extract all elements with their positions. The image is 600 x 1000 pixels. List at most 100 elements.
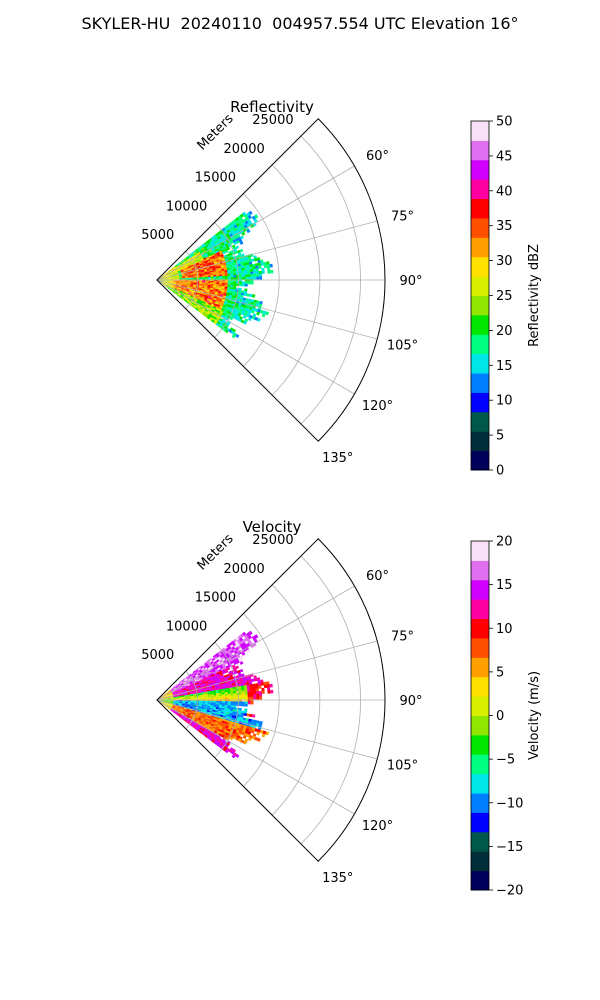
- radar-gate: [176, 281, 180, 283]
- radar-gate: [240, 319, 245, 324]
- radar-gate: [182, 697, 186, 699]
- radar-gate: [184, 276, 188, 278]
- radar-gate: [210, 715, 215, 719]
- radar-gate: [252, 642, 257, 647]
- radar-gate: [185, 679, 189, 683]
- radar-gate: [207, 246, 211, 251]
- radar-gate: [242, 735, 247, 739]
- radar-gate: [221, 284, 225, 287]
- radar-gate: [196, 256, 200, 260]
- radar-gate: [219, 737, 223, 742]
- radar-gate: [169, 284, 173, 287]
- radar-gate: [222, 281, 226, 284]
- radar-gate: [225, 312, 230, 316]
- radar-gate: [226, 649, 231, 654]
- radar-gate: [173, 282, 177, 284]
- radar-gate: [213, 705, 217, 708]
- radar-gate: [197, 304, 201, 308]
- radar-gate: [219, 742, 223, 747]
- radar-gate: [236, 277, 240, 280]
- radar-gate: [223, 266, 227, 270]
- radar-gate: [176, 703, 180, 706]
- radar-gate: [189, 709, 193, 712]
- radar-gate: [239, 248, 244, 253]
- radar-gate: [223, 649, 227, 654]
- radar-gate: [254, 683, 259, 687]
- grid-spoke: [156, 699, 378, 760]
- radar-gate: [212, 663, 216, 668]
- colorbar-segment: [471, 392, 489, 413]
- radar-gate: [213, 730, 218, 734]
- radar-gate: [173, 267, 177, 270]
- radar-gate: [216, 272, 220, 276]
- radar-gate: [172, 273, 176, 276]
- radar-gate: [189, 681, 193, 685]
- colorbar-segment: [471, 353, 489, 374]
- radar-gate: [208, 722, 212, 726]
- radar-gate: [182, 698, 186, 700]
- radar-gate: [184, 258, 188, 261]
- radar-gate: [221, 324, 226, 329]
- radar-gate: [170, 276, 174, 278]
- radar-gate: [214, 248, 219, 252]
- radar-gate: [247, 694, 251, 698]
- radar-gate: [244, 687, 248, 691]
- colorbar-tick-label: 45: [496, 149, 513, 164]
- radar-gate: [240, 739, 245, 744]
- radar-gate: [178, 293, 182, 296]
- radar-gate: [251, 294, 256, 298]
- radar-gate: [218, 652, 223, 657]
- radar-gate: [205, 255, 209, 258]
- radar-gate: [196, 293, 200, 297]
- radar-gate: [179, 698, 183, 700]
- radar-gate: [203, 310, 208, 314]
- radar-gate: [208, 721, 213, 724]
- radar-gate: [199, 277, 203, 279]
- radar-gate: [218, 733, 223, 737]
- radar-gate: [230, 273, 234, 276]
- radar-gate: [229, 269, 234, 272]
- radar-gate: [205, 294, 209, 297]
- radar-gate: [176, 280, 180, 282]
- radar-gate: [216, 665, 221, 669]
- radar-gate: [187, 701, 191, 703]
- radar-gate: [167, 703, 171, 706]
- radar-gate: [173, 702, 177, 704]
- radar-gate: [224, 281, 228, 284]
- radar-gate: [259, 300, 263, 305]
- radar-gate: [179, 688, 183, 691]
- radar-gate: [221, 688, 225, 692]
- radar-gate: [253, 638, 258, 643]
- radar-gate: [210, 698, 214, 700]
- radar-gate: [239, 678, 244, 682]
- radar-gate: [193, 280, 197, 282]
- radar-gate: [197, 246, 201, 250]
- radar-gate: [246, 262, 250, 266]
- radar-gate: [216, 731, 220, 736]
- radar-gate: [236, 283, 240, 287]
- radar-gate: [203, 258, 208, 262]
- radar-gate: [182, 716, 186, 720]
- radar-gate: [257, 259, 261, 264]
- radar-gate: [201, 260, 205, 263]
- radar-gate: [196, 714, 200, 718]
- radar-gate: [187, 280, 191, 282]
- radar-gate: [215, 250, 220, 254]
- radar-gate: [204, 662, 209, 667]
- radar-gate: [208, 737, 213, 742]
- radar-gate: [250, 269, 254, 273]
- radar-gate: [256, 677, 261, 681]
- radar-gate: [163, 693, 167, 696]
- radar-gate: [209, 676, 213, 680]
- radar-gate: [181, 704, 185, 706]
- radar-gate: [249, 264, 253, 268]
- radar-gate: [161, 282, 164, 285]
- radar-gate: [197, 258, 201, 262]
- radar-gate: [189, 691, 193, 693]
- colorbar-segment: [471, 579, 489, 600]
- radar-gate: [208, 249, 213, 253]
- radar-gate: [226, 687, 231, 691]
- radar-gate: [207, 241, 211, 245]
- radar-gate: [254, 214, 259, 219]
- radar-gate: [207, 704, 211, 707]
